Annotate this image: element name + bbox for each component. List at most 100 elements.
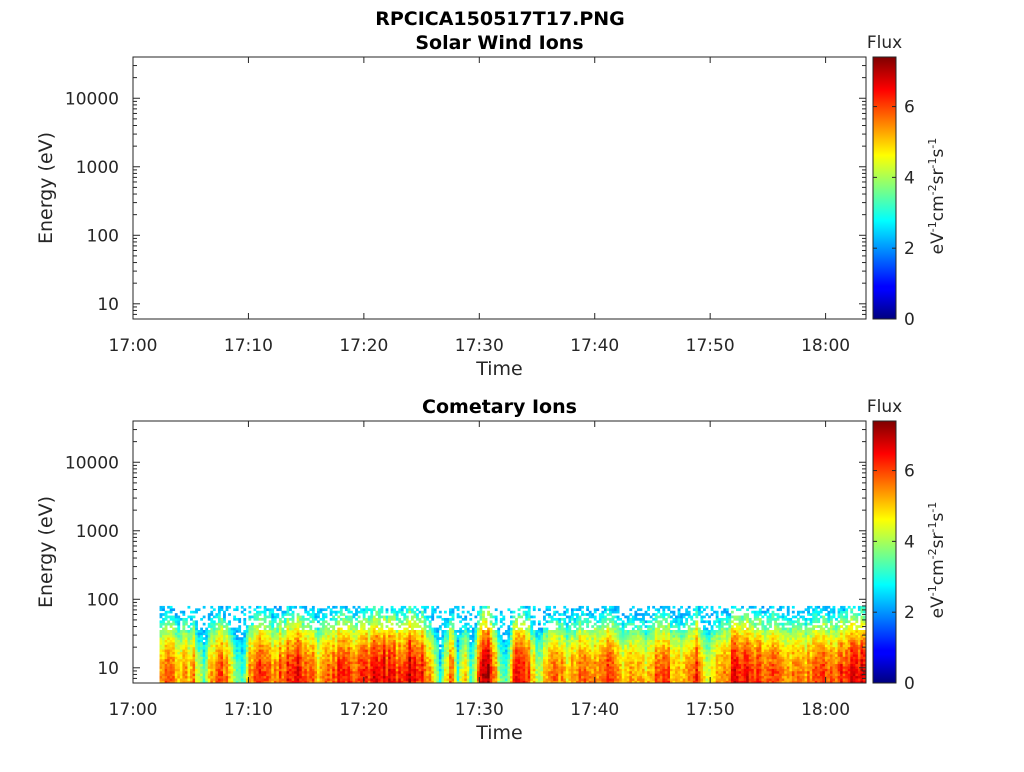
heatmap-cell — [454, 606, 457, 609]
heatmap-cell — [391, 678, 394, 681]
heatmap-cell — [513, 657, 516, 660]
heatmap-cell — [507, 661, 510, 664]
heatmap-cell — [251, 661, 254, 664]
heatmap-cell — [584, 635, 587, 638]
heatmap-cell — [601, 661, 604, 664]
heatmap-cell — [604, 630, 607, 633]
heatmap-cell — [241, 669, 244, 672]
heatmap-cell — [396, 613, 399, 616]
units-exponent: -1 — [926, 138, 939, 149]
heatmap-cell — [210, 625, 213, 628]
heatmap-cell — [322, 623, 325, 626]
heatmap-cell — [327, 644, 330, 647]
heatmap-cell — [271, 616, 274, 619]
heatmap-cell — [584, 669, 587, 672]
heatmap-cell — [299, 620, 302, 623]
heatmap-cell — [612, 657, 615, 660]
heatmap-cell — [320, 644, 323, 647]
heatmap-cell — [434, 654, 437, 657]
heatmap-cell — [162, 669, 165, 672]
heatmap-cell — [320, 666, 323, 669]
heatmap-cell — [533, 620, 536, 623]
heatmap-cell — [482, 666, 485, 669]
heatmap-cell — [551, 657, 554, 660]
heatmap-cell — [335, 659, 338, 662]
heatmap-cell — [581, 623, 584, 626]
heatmap-cell — [332, 661, 335, 664]
heatmap-cell — [505, 657, 508, 660]
heatmap-cell — [332, 630, 335, 633]
heatmap-cell — [563, 623, 566, 626]
heatmap-cell — [213, 678, 216, 681]
heatmap-cell — [320, 647, 323, 650]
heatmap-cell — [215, 659, 218, 662]
heatmap-cell — [355, 654, 358, 657]
heatmap-cell — [304, 659, 307, 662]
heatmap-cell — [561, 644, 564, 647]
heatmap-cell — [492, 673, 495, 676]
heatmap-cell — [439, 676, 442, 679]
heatmap-cell — [327, 647, 330, 650]
heatmap-cell — [299, 637, 302, 640]
heatmap-cell — [271, 625, 274, 628]
heatmap-cell — [287, 620, 290, 623]
heatmap-cell — [518, 671, 521, 674]
heatmap-cell — [347, 652, 350, 655]
heatmap-cell — [218, 671, 221, 674]
heatmap-cell — [320, 652, 323, 655]
heatmap-cell — [274, 652, 277, 655]
heatmap-cell — [198, 676, 201, 679]
heatmap-cell — [510, 676, 513, 679]
heatmap-cell — [208, 635, 211, 638]
heatmap-cell — [612, 676, 615, 679]
heatmap-cell — [203, 659, 206, 662]
heatmap-cell — [419, 642, 422, 645]
heatmap-cell — [543, 661, 546, 664]
heatmap-cell — [312, 637, 315, 640]
heatmap-cell — [584, 632, 587, 635]
heatmap-cell — [449, 611, 452, 614]
x-tick-label: 17:20 — [339, 336, 388, 356]
heatmap-cell — [193, 642, 196, 645]
heatmap-cell — [205, 678, 208, 681]
heatmap-cell — [396, 659, 399, 662]
heatmap-cell — [355, 640, 358, 643]
heatmap-cell — [462, 642, 465, 645]
heatmap-cell — [579, 640, 582, 643]
heatmap-cell — [307, 659, 310, 662]
heatmap-cell — [477, 642, 480, 645]
heatmap-cell — [340, 671, 343, 674]
heatmap-cell — [568, 618, 571, 621]
heatmap-cell — [467, 623, 470, 626]
heatmap-cell — [528, 628, 531, 631]
heatmap-cell — [482, 620, 485, 623]
heatmap-cell — [279, 654, 282, 657]
heatmap-cell — [175, 630, 178, 633]
heatmap-cell — [406, 628, 409, 631]
heatmap-cell — [340, 664, 343, 667]
heatmap-cell — [457, 671, 460, 674]
heatmap-cell — [576, 632, 579, 635]
heatmap-cell — [248, 644, 251, 647]
heatmap-cell — [490, 671, 493, 674]
heatmap-cell — [556, 632, 559, 635]
heatmap-cell — [236, 630, 239, 633]
heatmap-cell — [424, 630, 427, 633]
heatmap-cell — [414, 623, 417, 626]
heatmap-cell — [424, 657, 427, 660]
heatmap-cell — [380, 659, 383, 662]
heatmap-cell — [226, 678, 229, 681]
heatmap-cell — [561, 628, 564, 631]
heatmap-cell — [375, 678, 378, 681]
heatmap-cell — [515, 673, 518, 676]
heatmap-cell — [223, 647, 226, 650]
heatmap-cell — [601, 673, 604, 676]
heatmap-cell — [604, 659, 607, 662]
heatmap-cell — [259, 611, 262, 614]
heatmap-cell — [457, 640, 460, 643]
heatmap-cell — [317, 652, 320, 655]
heatmap-cell — [388, 659, 391, 662]
heatmap-cell — [467, 673, 470, 676]
heatmap-cell — [604, 611, 607, 614]
heatmap-cell — [327, 671, 330, 674]
